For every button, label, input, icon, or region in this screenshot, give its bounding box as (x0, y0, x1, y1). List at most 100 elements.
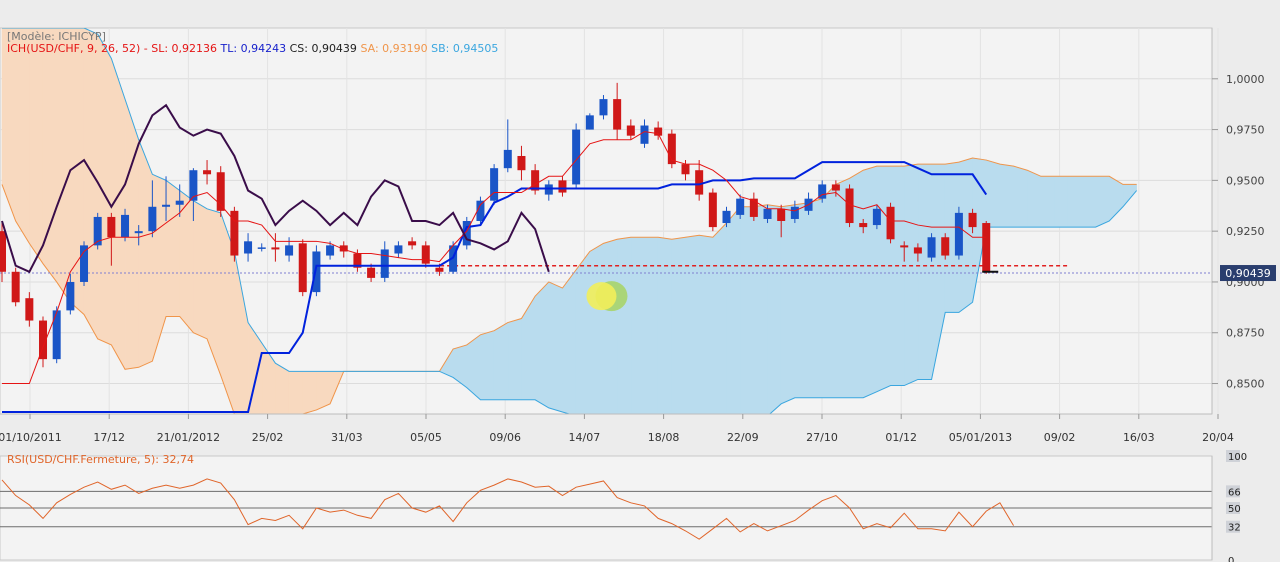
rsi-tick-bg (1226, 485, 1240, 498)
cloud-segment (794, 202, 809, 399)
candle (490, 164, 499, 205)
candle-body (298, 243, 307, 293)
tenkan-sen-line (2, 131, 987, 385)
legend-tl: TL: 0,94243 (220, 42, 287, 55)
candle-body (626, 125, 635, 136)
cloud-segment (890, 165, 905, 386)
cloud-segment (671, 236, 686, 414)
x-tick-label: 27/10 (806, 431, 838, 444)
candle (681, 160, 690, 181)
cloud-segment (657, 236, 673, 414)
cloud-segment (1081, 176, 1096, 228)
candle-body (435, 267, 444, 272)
cloud-segment (302, 371, 317, 414)
senkou-span-a-line (1, 157, 1137, 414)
candle-body (681, 164, 690, 175)
cloud-segment (111, 58, 126, 371)
cloud-segment (562, 268, 577, 414)
candle-body (585, 115, 594, 130)
candle (121, 208, 130, 242)
rsi-line (1, 478, 1015, 540)
cloud-segment (1095, 176, 1110, 228)
candle-body (80, 245, 89, 282)
candle (927, 233, 936, 262)
marker-bubble-yellow (586, 282, 617, 311)
cloud-segment (685, 234, 700, 414)
cloud-segment (29, 28, 44, 265)
candle (872, 204, 881, 230)
candle (749, 192, 758, 221)
x-tick-label: 05/01/2013 (949, 431, 1012, 444)
cloud-segment (275, 362, 290, 414)
candle-body (203, 170, 212, 175)
cloud-segment (1026, 169, 1042, 228)
candle (695, 160, 704, 201)
candle-body (531, 170, 540, 191)
rsi-tick-bg (1226, 502, 1240, 514)
candle-body (654, 127, 663, 136)
chikou-span-line (1, 103, 550, 274)
legend-sb: SB: 0,94505 (431, 42, 498, 55)
candle (954, 206, 963, 260)
candle (845, 184, 854, 228)
candle-body (462, 221, 471, 246)
x-tick-label: 01/12 (885, 431, 917, 444)
cloud-segment (630, 236, 645, 414)
candle-body (599, 99, 608, 116)
candle-body (790, 206, 799, 219)
candle-body (257, 247, 266, 249)
candle (312, 245, 321, 297)
cloud-segment (698, 234, 714, 414)
candle (271, 233, 280, 262)
x-tick-label: 21/01/2012 (157, 431, 220, 444)
cloud-segment (288, 371, 304, 414)
cloud-segment (507, 318, 522, 401)
cloud-segment (616, 236, 632, 414)
rsi-label: RSI(USD/CHF.Fermeture, 5): 32,74 (7, 453, 194, 466)
candle-body (476, 200, 485, 221)
candle-body (380, 249, 389, 278)
candle (39, 316, 48, 368)
cloud-segment (534, 281, 550, 409)
candle-body (244, 241, 253, 254)
candle-body (66, 281, 75, 311)
candle (203, 160, 212, 185)
x-tick-label: 16/03 (1123, 431, 1155, 444)
candle (736, 194, 745, 219)
candle-body (175, 200, 184, 205)
candle-body (913, 247, 922, 254)
main-x-axis: 01/10/2011 17/12 21/01/2012 25/02 31/03 05/05… (0, 413, 1234, 444)
legend-ichimoku: ICH(USD/CHF, 9, 26, 52) (7, 42, 140, 55)
cloud-segment (575, 250, 591, 414)
candle-body (285, 245, 294, 256)
candle-body (216, 172, 225, 211)
candle-body (271, 247, 280, 250)
annotation-markers (586, 281, 628, 312)
candle-body (872, 208, 881, 226)
candle (503, 119, 512, 173)
candle-body (886, 206, 895, 240)
candle (25, 292, 34, 327)
candle-body (11, 271, 20, 303)
candle-body (326, 245, 335, 256)
candle-body (572, 129, 581, 185)
candle-body (107, 216, 116, 238)
rsi-panel: 100 66 50 32 0 RSI(USD/CHF.Fermeture, 5): 32… (0, 450, 1247, 562)
candle (544, 180, 553, 201)
candle-body (831, 184, 840, 191)
candle (421, 241, 430, 268)
candle-body (230, 210, 239, 256)
cloud-segment (1013, 165, 1028, 228)
candle (640, 119, 649, 148)
candle (722, 206, 731, 228)
candle (859, 218, 868, 234)
cloud-segment (83, 28, 98, 340)
cloud-segment (56, 28, 71, 304)
x-tick-label: 22/09 (727, 431, 759, 444)
candle-body (134, 231, 143, 234)
candle (175, 184, 184, 217)
candle (134, 225, 143, 246)
candle (558, 176, 567, 197)
candle-body (927, 237, 936, 258)
